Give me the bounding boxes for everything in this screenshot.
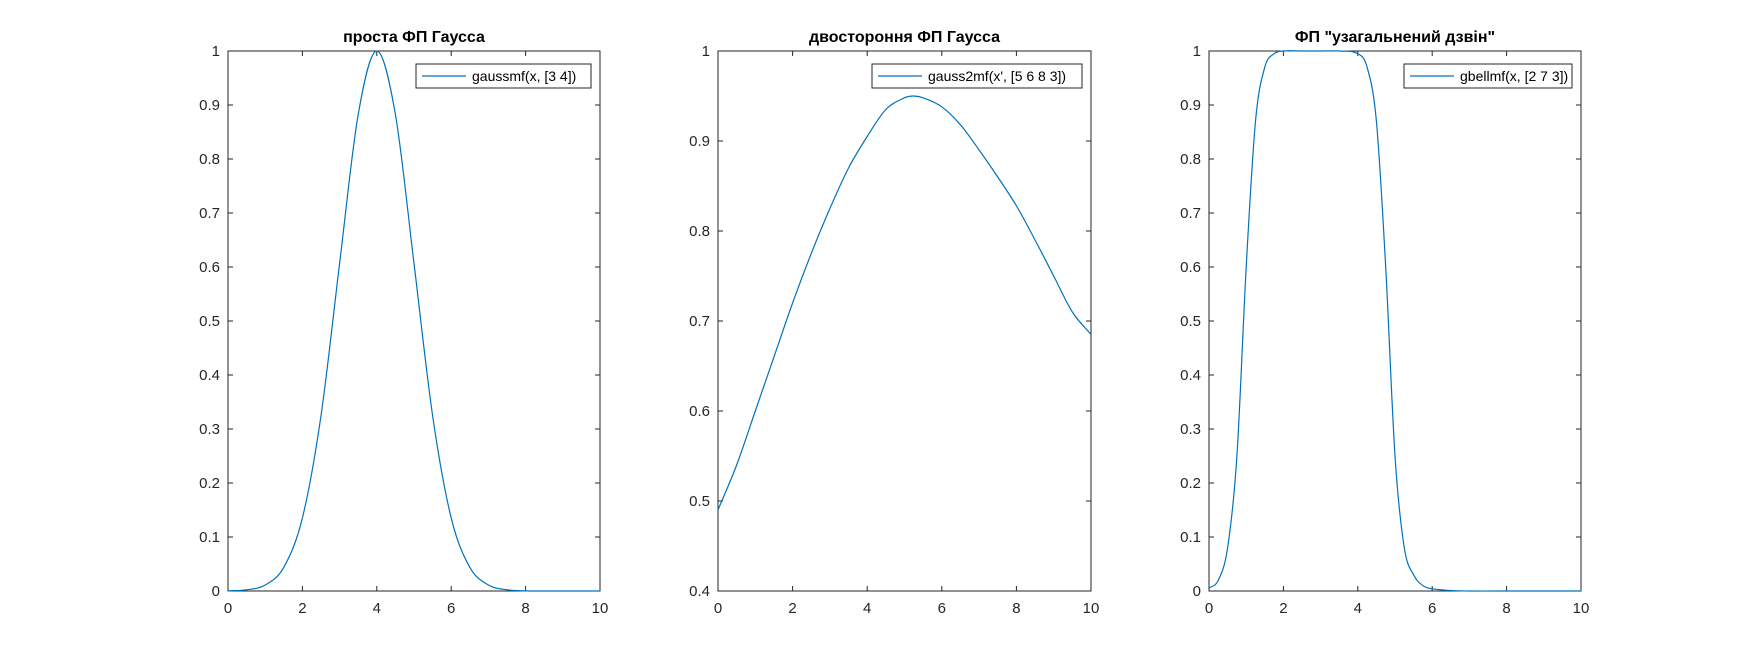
legend-label: gbellmf(x, [2 7 3]) (1460, 68, 1568, 84)
legend-label: gaussmf(x, [3 4]) (472, 68, 576, 84)
x-tick-label: 10 (1573, 600, 1590, 617)
y-tick-label: 0.4 (1180, 367, 1201, 384)
chart-title: проста ФП Гаусса (343, 29, 485, 46)
x-tick-label: 6 (1428, 600, 1436, 617)
x-tick-label: 8 (1012, 600, 1020, 617)
y-tick-label: 0.7 (199, 205, 220, 222)
y-tick-label: 0.3 (199, 421, 220, 438)
chart-1: проста ФП Гаусса 0 2 4 6 8 10 0 0.1 0.2 0.3 0.4 0.5 0… (199, 29, 608, 617)
y-tick-label: 0.8 (689, 223, 710, 240)
y-tick-label: 0.4 (199, 367, 220, 384)
y-tick-label: 0 (212, 583, 220, 600)
y-tick-label: 0.8 (1180, 151, 1201, 168)
y-tick-label: 0.7 (689, 313, 710, 330)
x-tick-label: 8 (1502, 600, 1510, 617)
series-line-1 (227, 50, 600, 592)
y-tick-label: 0.2 (199, 475, 220, 492)
y-tick-label: 0.7 (1180, 205, 1201, 222)
chart-title: ФП "узагальнений дзвін" (1295, 29, 1495, 46)
series-line-1 (717, 95, 1092, 511)
x-tick-label: 10 (592, 600, 609, 617)
y-tick-label: 1 (212, 43, 220, 60)
x-tick-label: 2 (298, 600, 306, 617)
legend-label: gauss2mf(x', [5 6 8 3]) (928, 68, 1066, 84)
y-tick-label: 0.3 (1180, 421, 1201, 438)
x-tick-label: 4 (863, 600, 871, 617)
chart-3: ФП "узагальнений дзвін" 0 2 4 6 8 10 0 0.1 0.2 0.3… (1180, 29, 1589, 617)
plot-area (227, 50, 601, 592)
y-tick-label: 0.8 (199, 151, 220, 168)
y-tick-label: 0.1 (199, 529, 220, 546)
legend: gauss2mf(x', [5 6 8 3]) (871, 63, 1083, 89)
x-tick-label: 10 (1083, 600, 1100, 617)
y-tick-label: 0.4 (689, 583, 710, 600)
legend: gaussmf(x, [3 4]) (415, 63, 592, 89)
plot-area (717, 50, 1092, 592)
y-tick-label: 0.9 (689, 133, 710, 150)
series-line-1 (1208, 50, 1581, 592)
legend-box (1403, 63, 1573, 89)
plot-area (1208, 50, 1582, 592)
y-tick-label: 1 (702, 43, 710, 60)
x-tick-label: 4 (373, 600, 381, 617)
y-tick-label: 0.5 (199, 313, 220, 330)
y-tick-label: 0.5 (689, 493, 710, 510)
x-tick-label: 2 (1279, 600, 1287, 617)
x-tick-label: 0 (1205, 600, 1213, 617)
x-tick-label: 6 (447, 600, 455, 617)
y-tick-label: 0.1 (1180, 529, 1201, 546)
y-tick-label: 0.6 (199, 259, 220, 276)
x-tick-label: 0 (714, 600, 722, 617)
y-tick-label: 0.9 (199, 97, 220, 114)
x-tick-label: 8 (521, 600, 529, 617)
legend: gbellmf(x, [2 7 3]) (1403, 63, 1573, 89)
x-tick-label: 4 (1354, 600, 1362, 617)
x-tick-label: 6 (938, 600, 946, 617)
chart-title: двостороння ФП Гаусса (809, 29, 1000, 46)
x-tick-label: 0 (224, 600, 232, 617)
y-tick-label: 0.2 (1180, 475, 1201, 492)
y-tick-label: 0.6 (689, 403, 710, 420)
y-tick-label: 1 (1193, 43, 1201, 60)
y-tick-label: 0.6 (1180, 259, 1201, 276)
y-tick-label: 0.5 (1180, 313, 1201, 330)
chart-2: двостороння ФП Гаусса 0 2 4 6 8 10 0.4 0.5 0.6 0.7… (689, 29, 1099, 617)
x-tick-label: 2 (788, 600, 796, 617)
y-tick-label: 0 (1193, 583, 1201, 600)
y-tick-label: 0.9 (1180, 97, 1201, 114)
